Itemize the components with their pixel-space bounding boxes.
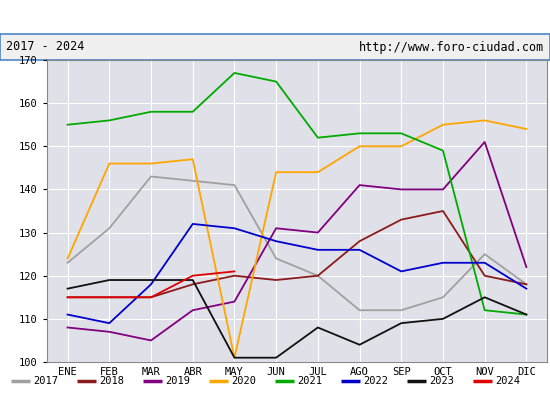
Text: 2022: 2022 bbox=[363, 376, 388, 386]
Text: 2021: 2021 bbox=[297, 376, 322, 386]
Text: 2023: 2023 bbox=[429, 376, 454, 386]
Text: http://www.foro-ciudad.com: http://www.foro-ciudad.com bbox=[359, 40, 544, 54]
Text: 2020: 2020 bbox=[231, 376, 256, 386]
Text: 2017: 2017 bbox=[33, 376, 58, 386]
Text: 2018: 2018 bbox=[99, 376, 124, 386]
Text: 2017 - 2024: 2017 - 2024 bbox=[6, 40, 84, 54]
Text: 2019: 2019 bbox=[165, 376, 190, 386]
Text: Evolucion del paro registrado en Belvís de la Jara: Evolucion del paro registrado en Belvís … bbox=[65, 10, 485, 24]
Text: 2024: 2024 bbox=[495, 376, 520, 386]
